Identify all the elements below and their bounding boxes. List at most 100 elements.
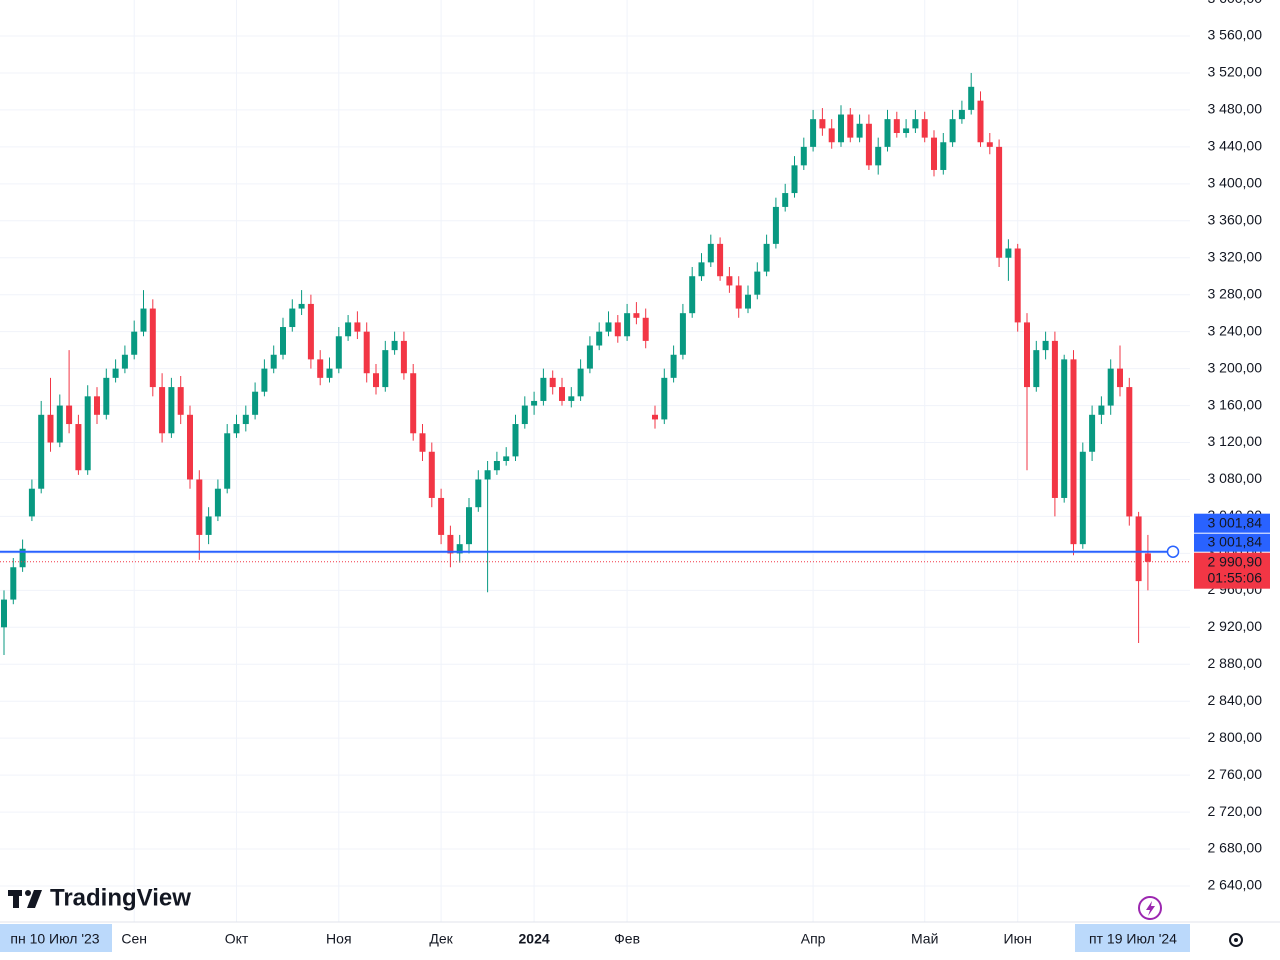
logo-shape — [13, 890, 19, 908]
candle-body — [1070, 359, 1077, 545]
logo-shape — [25, 890, 31, 896]
candle-body — [819, 119, 826, 129]
candle-body — [800, 146, 807, 166]
candle-body — [307, 303, 314, 360]
axis-layer: 2 640,00 2 680,00 2 720,00 2 760,00 2 800,00… — [1194, 0, 1270, 893]
candle-body — [540, 377, 547, 401]
countdown: 01:55:06 — [1208, 569, 1263, 585]
candle-body — [717, 243, 724, 277]
candle-body — [289, 308, 296, 328]
y-tick-label: 3 600,00 — [1208, 0, 1263, 6]
last-price-box — [1194, 552, 1270, 589]
candle-body — [763, 243, 770, 272]
candle-body — [19, 548, 26, 568]
y-tick-label: 2 840,00 — [1208, 692, 1263, 708]
candle-body — [475, 479, 482, 508]
candle-body — [131, 331, 138, 355]
candle-body — [94, 396, 100, 415]
candle-body — [772, 206, 779, 244]
settings-icon-center — [1234, 938, 1238, 942]
y-tick-label: 3 240,00 — [1208, 322, 1263, 338]
candle-body — [187, 414, 193, 480]
y-tick-label: 3 520,00 — [1208, 64, 1263, 80]
logo: TradingView — [8, 884, 191, 911]
candle-body — [1079, 451, 1086, 545]
candle-body — [921, 119, 928, 138]
candle-body — [354, 322, 361, 332]
y-tick-label: 3 200,00 — [1208, 359, 1263, 375]
candle-body — [986, 142, 993, 147]
candle-body — [1126, 387, 1133, 517]
candle-body — [84, 396, 91, 471]
candle-body — [605, 322, 612, 332]
candle-body — [726, 276, 733, 286]
candle-body — [438, 497, 445, 535]
candle-body — [280, 327, 286, 355]
y-tick-label: 3 120,00 — [1208, 433, 1263, 449]
y-tick-label: 2 640,00 — [1208, 877, 1263, 893]
candle-body — [149, 308, 156, 388]
candle-body — [931, 137, 937, 170]
candle-body — [642, 317, 649, 341]
candle-body — [893, 119, 900, 134]
candle-body — [121, 354, 128, 369]
candle-body — [782, 193, 789, 207]
candle-body — [466, 507, 472, 545]
candle-body — [400, 340, 407, 374]
x-tick-label: Ноя — [326, 931, 351, 947]
candles-layer — [0, 72, 1190, 656]
candle-body — [205, 516, 212, 535]
candle-body — [512, 424, 519, 457]
candle-body — [1051, 340, 1058, 498]
lightning-icon-bolt — [1146, 901, 1155, 916]
candle-body — [903, 128, 910, 134]
candle-body — [977, 100, 984, 143]
candle-body — [1135, 516, 1142, 582]
candle-body — [614, 322, 621, 337]
candle-body — [670, 354, 677, 378]
x-tick-label: 2024 — [519, 931, 550, 947]
x-tick-label: Апр — [801, 931, 826, 947]
candle-body — [1089, 414, 1096, 452]
y-tick-label: 3 440,00 — [1208, 138, 1263, 154]
x-tick-label: Сен — [121, 931, 147, 947]
watermark: TradingView — [50, 884, 191, 911]
candle-body — [958, 109, 965, 120]
candle-body — [66, 405, 73, 425]
candle-body — [661, 377, 668, 420]
grid-layer — [0, 0, 1190, 922]
candle-body — [521, 405, 528, 425]
settings-icon[interactable] — [1229, 933, 1243, 947]
candle-body — [1144, 553, 1151, 562]
candle-body — [1107, 368, 1114, 406]
x-tick-label: Июн — [1004, 931, 1032, 947]
crosshair-date-box — [0, 924, 112, 952]
candle-body — [949, 119, 956, 143]
candle-body — [754, 271, 761, 295]
crosshair-date: пт 19 Июл '24 — [1089, 931, 1177, 947]
candle-body — [410, 373, 417, 434]
x-tick-label: Дек — [429, 931, 453, 947]
y-tick-label: 2 800,00 — [1208, 729, 1263, 745]
candle-body — [884, 119, 891, 147]
candle-body — [1, 599, 7, 628]
candle-body — [140, 308, 147, 332]
price-label-box — [1194, 533, 1270, 552]
y-tick-label: 2 760,00 — [1208, 766, 1263, 782]
candle-body — [28, 488, 35, 517]
x-tick-label: Фев — [614, 931, 640, 947]
candle-body — [103, 377, 110, 415]
crosshair-date: пн 10 Июл '23 — [10, 931, 99, 947]
lightning-icon[interactable] — [1138, 896, 1162, 920]
candle-body — [810, 119, 817, 147]
candle-body — [679, 313, 686, 355]
y-tick-label: 2 680,00 — [1208, 840, 1263, 856]
candle-body — [335, 336, 342, 369]
candle-body — [586, 345, 593, 369]
last-price-label: 2 990,90 — [1208, 553, 1263, 569]
candle-body — [865, 123, 872, 166]
candle-body — [828, 128, 835, 143]
logo-shape — [27, 890, 42, 908]
